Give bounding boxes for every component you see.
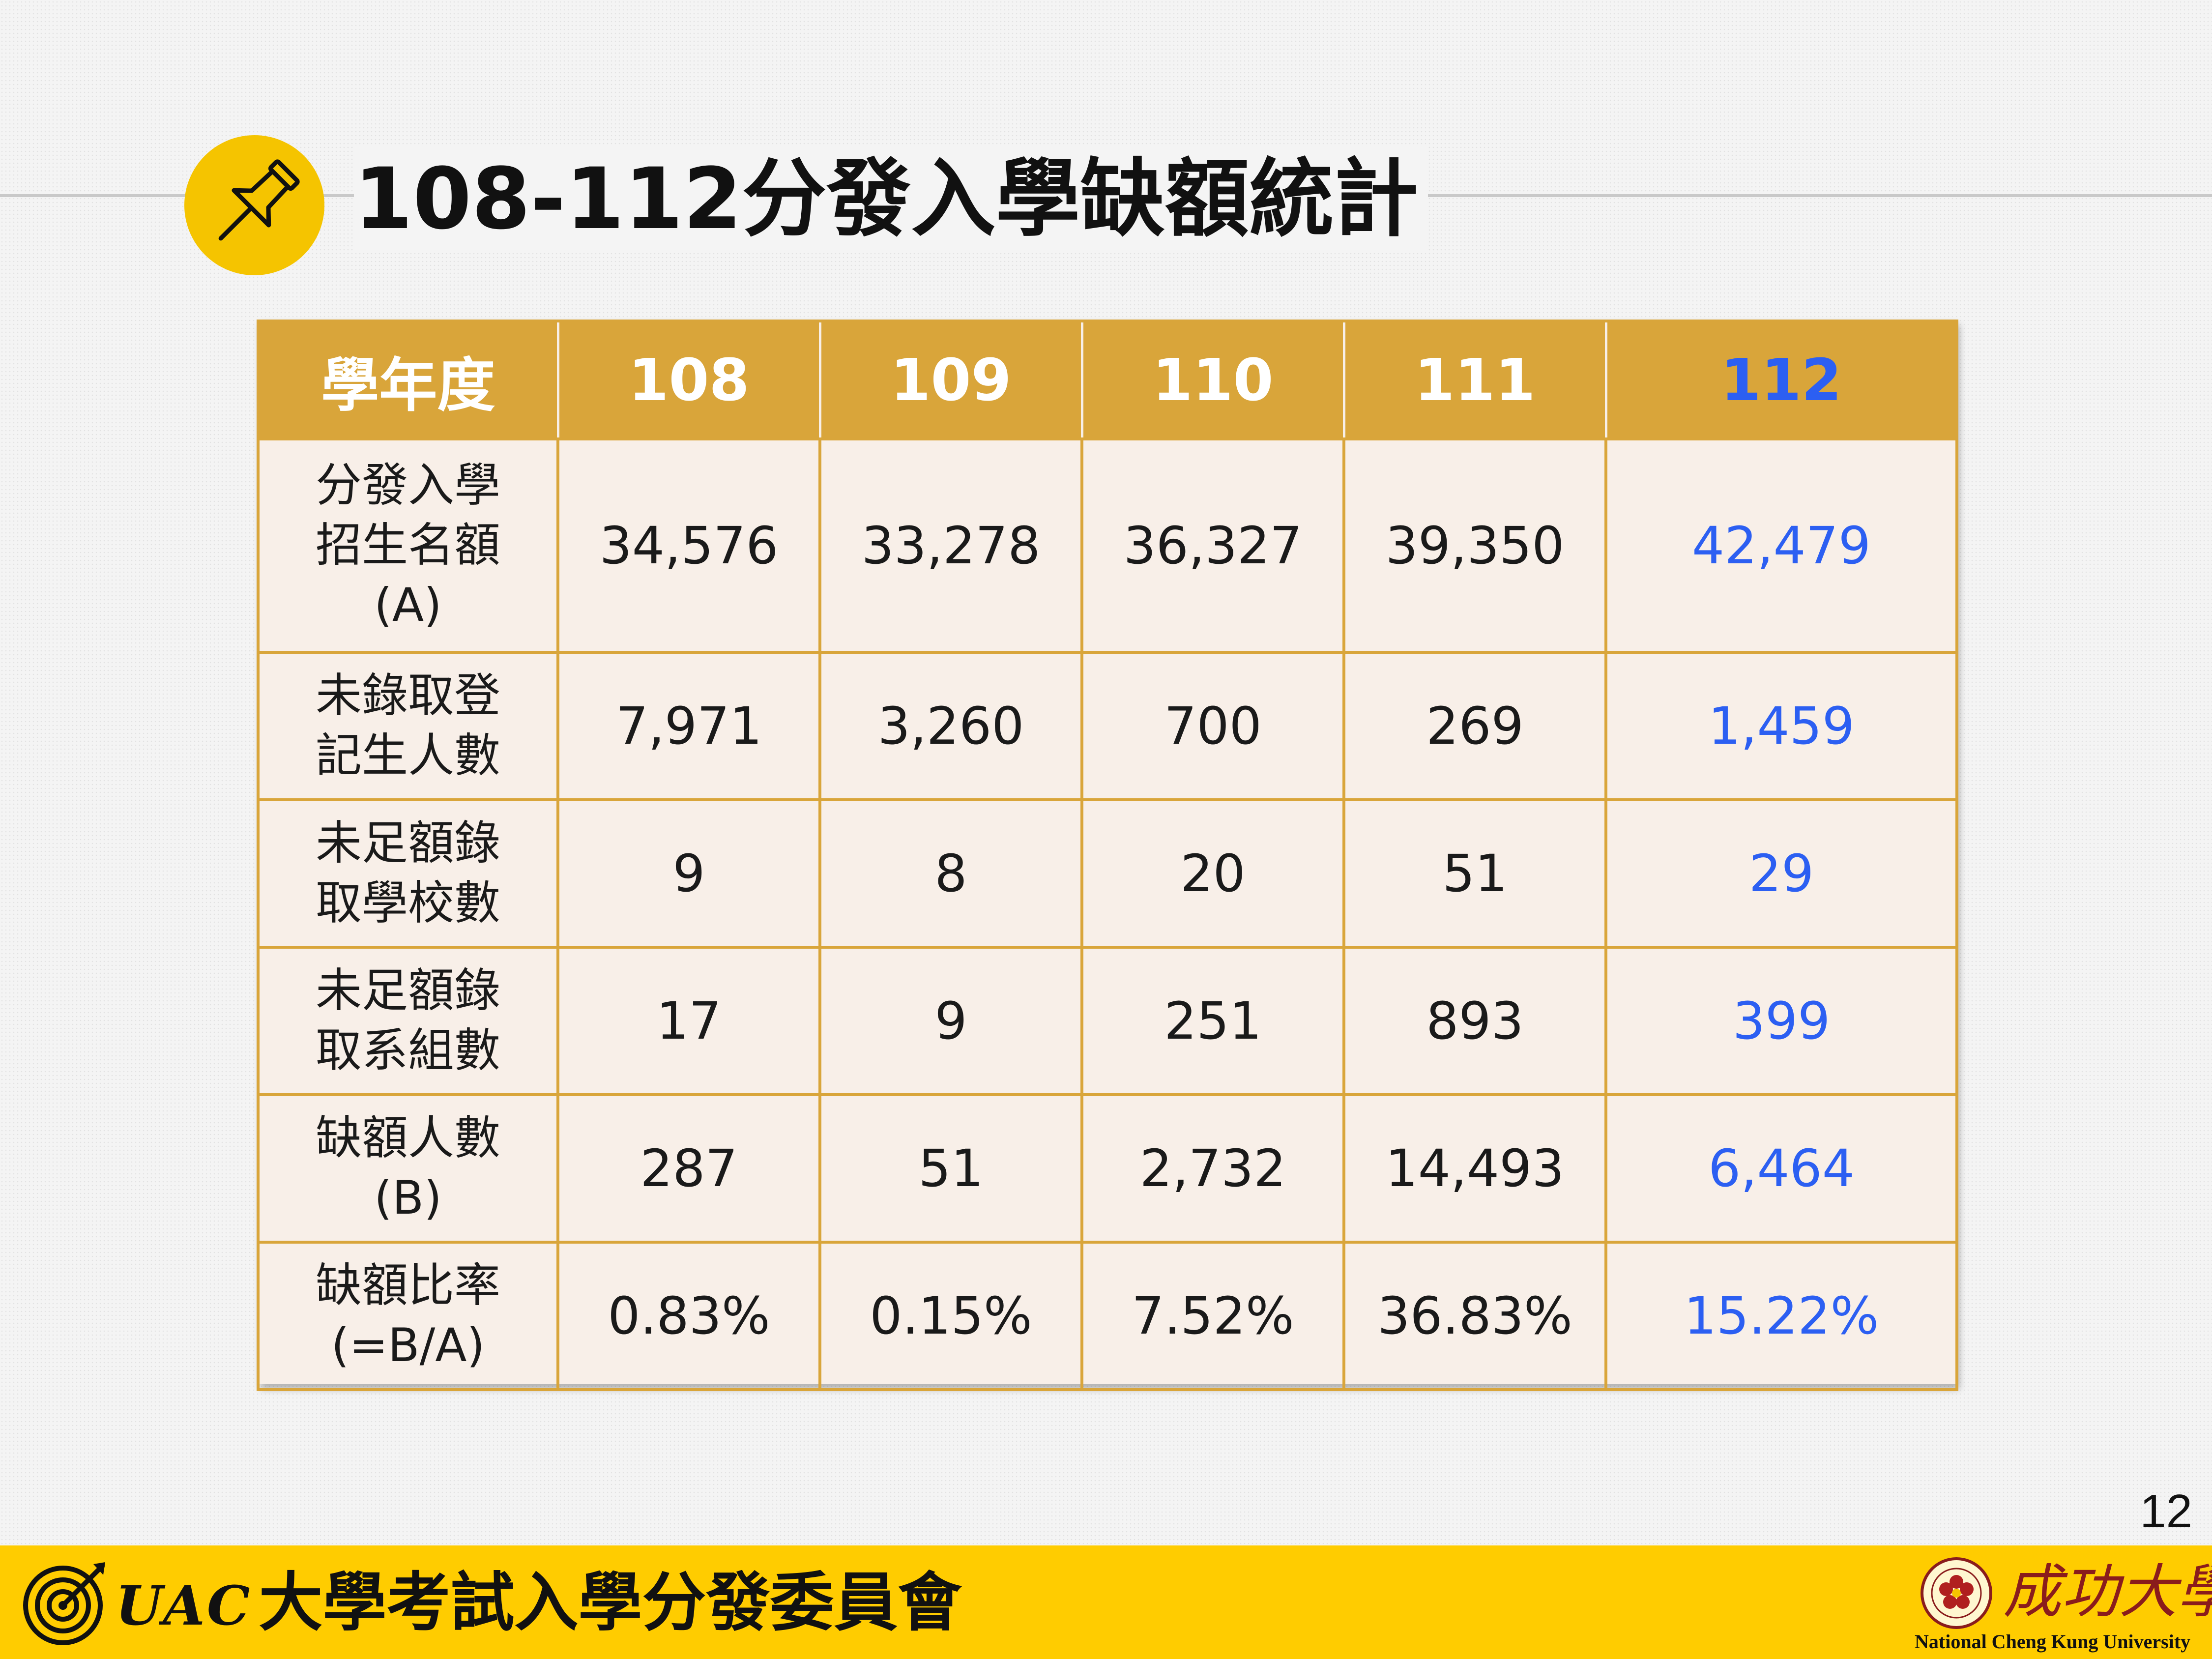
table-cell: 33,278 bbox=[818, 437, 1083, 654]
brand-abbreviation: UAC bbox=[116, 1574, 252, 1637]
table-header-row: 學年度 108 109 110 111 112 bbox=[257, 320, 1958, 440]
table-cell: 42,479 bbox=[1604, 437, 1958, 654]
table-cell: 399 bbox=[1604, 946, 1958, 1096]
header-year-109: 109 bbox=[818, 320, 1083, 440]
table-row: 缺額人數 (B) 287 51 2,732 14,493 6,464 bbox=[257, 1093, 1958, 1244]
table-cell: 8 bbox=[818, 798, 1083, 949]
title-badge bbox=[184, 135, 324, 275]
table-cell: 6,464 bbox=[1604, 1093, 1958, 1244]
row-label-vacancy-rate: 缺額比率 (=B/A) bbox=[257, 1241, 559, 1391]
row-label-enrollment-quota: 分發入學 招生名額 (A) bbox=[257, 437, 559, 654]
header-year-110: 110 bbox=[1080, 320, 1345, 440]
table-cell: 7,971 bbox=[556, 651, 821, 801]
header-year-108: 108 bbox=[556, 320, 821, 440]
university-name-chinese: 成功大學 bbox=[2003, 1558, 2212, 1626]
table-cell: 893 bbox=[1342, 946, 1607, 1096]
table-cell: 0.83% bbox=[556, 1241, 821, 1391]
table-cell: 2,732 bbox=[1080, 1093, 1345, 1244]
table-cell: 51 bbox=[1342, 798, 1607, 949]
page-title: 108-112分發入學缺額統計 bbox=[354, 145, 1428, 253]
header-academic-year: 學年度 bbox=[257, 320, 559, 440]
table-cell: 1,459 bbox=[1604, 651, 1958, 801]
pushpin-icon bbox=[218, 159, 300, 241]
table-cell: 9 bbox=[818, 946, 1083, 1096]
table-cell: 36.83% bbox=[1342, 1241, 1607, 1391]
table-cell: 15.22% bbox=[1604, 1241, 1958, 1391]
row-label-unadmitted-registrants: 未錄取登 記生人數 bbox=[257, 651, 559, 801]
table-cell: 36,327 bbox=[1080, 437, 1345, 654]
footer-bar: UAC 大學考試入學分發委員會 成功大學 National Cheng Kung … bbox=[0, 1545, 2212, 1659]
table-cell: 17 bbox=[556, 946, 821, 1096]
footer-brand: UAC 大學考試入學分發委員會 bbox=[116, 1558, 961, 1647]
university-seal-icon bbox=[1921, 1557, 1992, 1629]
header-year-111: 111 bbox=[1342, 320, 1607, 440]
table-row: 未錄取登 記生人數 7,971 3,260 700 269 1,459 bbox=[257, 651, 1958, 801]
table-cell: 14,493 bbox=[1342, 1093, 1607, 1244]
page-number: 12 bbox=[2140, 1485, 2192, 1538]
table-row: 分發入學 招生名額 (A) 34,576 33,278 36,327 39,35… bbox=[257, 437, 1958, 654]
row-label-vacancies: 缺額人數 (B) bbox=[257, 1093, 559, 1244]
table-row: 未足額錄 取學校數 9 8 20 51 29 bbox=[257, 798, 1958, 949]
table-cell: 7.52% bbox=[1080, 1241, 1345, 1391]
row-label-underfilled-schools: 未足額錄 取學校數 bbox=[257, 798, 559, 949]
table-row: 缺額比率 (=B/A) 0.83% 0.15% 7.52% 36.83% 15.… bbox=[257, 1241, 1958, 1391]
table-cell: 0.15% bbox=[818, 1241, 1083, 1391]
shortage-stats-table: 學年度 108 109 110 111 112 分發入學 招生名額 (A) 34… bbox=[257, 320, 1958, 1391]
table-cell: 39,350 bbox=[1342, 437, 1607, 654]
target-arrow-icon bbox=[23, 1562, 105, 1645]
row-label-underfilled-departments: 未足額錄 取系組數 bbox=[257, 946, 559, 1096]
table-cell: 287 bbox=[556, 1093, 821, 1244]
table-cell: 34,576 bbox=[556, 437, 821, 654]
table-cell: 700 bbox=[1080, 651, 1345, 801]
header-year-112: 112 bbox=[1604, 320, 1958, 440]
table-cell: 3,260 bbox=[818, 651, 1083, 801]
table-cell: 251 bbox=[1080, 946, 1345, 1096]
table-cell: 9 bbox=[556, 798, 821, 949]
table-row: 未足額錄 取系組數 17 9 251 893 399 bbox=[257, 946, 1958, 1096]
table-cell: 51 bbox=[818, 1093, 1083, 1244]
table-cell: 269 bbox=[1342, 651, 1607, 801]
brand-name: 大學考試入學分發委員會 bbox=[259, 1565, 962, 1640]
table-cell: 29 bbox=[1604, 798, 1958, 949]
university-name-english: National Cheng Kung University bbox=[1915, 1630, 2191, 1653]
table-cell: 20 bbox=[1080, 798, 1345, 949]
